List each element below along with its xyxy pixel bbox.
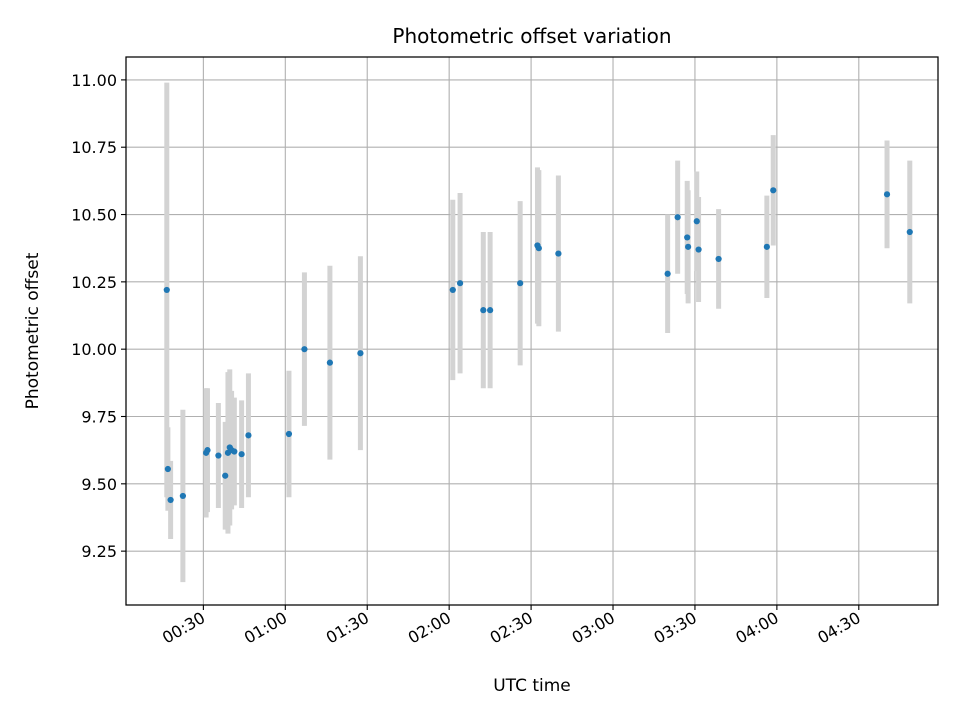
data-point [301,346,308,353]
y-tick-label: 10.25 [71,273,117,292]
data-point [245,432,252,439]
data-point [695,246,702,253]
data-point [456,280,464,287]
data-point [231,448,238,455]
data-point [164,465,171,473]
data-point [326,359,334,366]
data-point [163,286,170,294]
data-point [357,350,364,357]
y-tick-label: 9.50 [81,475,117,494]
grid-lines [126,57,938,605]
data-point [555,250,562,257]
data-point [238,451,245,458]
data-point [517,280,524,287]
y-tick-label: 11.00 [71,71,117,90]
data-point [487,307,494,314]
data-point [763,243,770,250]
y-tick-label: 9.75 [81,407,117,426]
data-point [215,452,222,459]
data-point [204,447,211,454]
data-point [906,228,913,236]
data-point [664,270,671,277]
x-axis-title: UTC time [493,676,571,696]
data-point [285,430,293,438]
data-point [222,472,229,479]
data-point [674,214,681,221]
data-point [535,245,542,252]
data-point [883,191,891,198]
data-points [163,187,913,504]
y-tick-label: 9.25 [81,542,117,561]
y-tick-label: 10.75 [71,138,117,157]
y-axis-ticks: 9.25 9.50 9.75 10.00 10.25 10.50 10.75 11.00 [71,71,126,561]
plot-frame [125,56,939,606]
data-point [684,234,691,241]
y-tick-label: 10.50 [71,206,117,225]
data-point [770,187,777,194]
data-point [480,307,487,314]
data-point [449,286,456,294]
data-point [715,255,722,263]
data-point [179,492,186,500]
chart-title: Photometric offset variation [392,24,671,48]
data-point [693,218,700,225]
data-point [685,243,692,250]
y-axis-title: Photometric offset [23,252,43,409]
y-tick-label: 10.00 [71,340,117,359]
data-point [167,496,174,504]
